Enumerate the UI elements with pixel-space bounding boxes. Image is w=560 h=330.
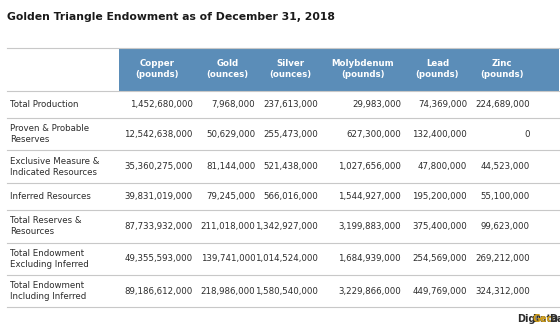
Text: 1,452,680,000: 1,452,680,000 — [130, 100, 193, 109]
Text: Molybdenum
(pounds): Molybdenum (pounds) — [332, 59, 394, 79]
Text: 7,968,000: 7,968,000 — [212, 100, 255, 109]
Text: 39,831,019,000: 39,831,019,000 — [124, 192, 193, 201]
Text: 195,200,000: 195,200,000 — [412, 192, 467, 201]
Text: 50,629,000: 50,629,000 — [206, 130, 255, 139]
Text: 132,400,000: 132,400,000 — [412, 130, 467, 139]
Text: Silver
(ounces): Silver (ounces) — [269, 59, 311, 79]
Text: 47,800,000: 47,800,000 — [418, 162, 467, 171]
Text: Data: Data — [532, 314, 558, 324]
Text: 79,245,000: 79,245,000 — [206, 192, 255, 201]
Text: 3,199,883,000: 3,199,883,000 — [338, 222, 401, 231]
Text: 139,741,000: 139,741,000 — [200, 254, 255, 263]
Text: 1,684,939,000: 1,684,939,000 — [338, 254, 401, 263]
Text: Zinc
(pounds): Zinc (pounds) — [480, 59, 524, 79]
Text: Golden Triangle Endowment as of December 31, 2018: Golden Triangle Endowment as of December… — [7, 12, 334, 21]
Text: Data: Data — [549, 314, 560, 324]
Text: 627,300,000: 627,300,000 — [346, 130, 401, 139]
Text: 375,400,000: 375,400,000 — [412, 222, 467, 231]
Text: 521,438,000: 521,438,000 — [263, 162, 318, 171]
Text: Copper
(pounds): Copper (pounds) — [136, 59, 179, 79]
Text: 12,542,638,000: 12,542,638,000 — [124, 130, 193, 139]
Text: Inferred Resources: Inferred Resources — [10, 192, 91, 201]
Text: 1,580,540,000: 1,580,540,000 — [255, 286, 318, 296]
Text: 35,360,275,000: 35,360,275,000 — [124, 162, 193, 171]
Text: Total Endowment
Including Inferred: Total Endowment Including Inferred — [10, 281, 86, 301]
Text: 89,186,612,000: 89,186,612,000 — [124, 286, 193, 296]
Text: 0: 0 — [524, 130, 530, 139]
Text: 1,014,524,000: 1,014,524,000 — [255, 254, 318, 263]
Text: 81,144,000: 81,144,000 — [206, 162, 255, 171]
Text: 324,312,000: 324,312,000 — [475, 286, 530, 296]
Text: Total Endowment
Excluding Inferred: Total Endowment Excluding Inferred — [10, 249, 89, 269]
Text: 566,016,000: 566,016,000 — [263, 192, 318, 201]
Text: 254,569,000: 254,569,000 — [412, 254, 467, 263]
Text: 218,986,000: 218,986,000 — [200, 286, 255, 296]
Text: 211,018,000: 211,018,000 — [200, 222, 255, 231]
Text: 449,769,000: 449,769,000 — [413, 286, 467, 296]
Text: 99,623,000: 99,623,000 — [480, 222, 530, 231]
Text: 49,355,593,000: 49,355,593,000 — [124, 254, 193, 263]
Text: Proven & Probable
Reserves: Proven & Probable Reserves — [10, 124, 89, 144]
Text: 269,212,000: 269,212,000 — [475, 254, 530, 263]
Text: 87,733,932,000: 87,733,932,000 — [124, 222, 193, 231]
Text: Total Production: Total Production — [10, 100, 78, 109]
Text: 55,100,000: 55,100,000 — [480, 192, 530, 201]
Text: 224,689,000: 224,689,000 — [475, 100, 530, 109]
Text: 1,027,656,000: 1,027,656,000 — [338, 162, 401, 171]
Text: 44,523,000: 44,523,000 — [480, 162, 530, 171]
Text: Total Reserves &
Resources: Total Reserves & Resources — [10, 216, 82, 236]
Text: 29,983,000: 29,983,000 — [352, 100, 401, 109]
Text: 1,342,927,000: 1,342,927,000 — [255, 222, 318, 231]
Text: 255,473,000: 255,473,000 — [263, 130, 318, 139]
Text: Digi: Digi — [517, 314, 539, 324]
Text: 1,544,927,000: 1,544,927,000 — [338, 192, 401, 201]
Text: Lead
(pounds): Lead (pounds) — [416, 59, 459, 79]
Text: 74,369,000: 74,369,000 — [418, 100, 467, 109]
Text: Exclusive Measure &
Indicated Resources: Exclusive Measure & Indicated Resources — [10, 157, 100, 177]
Text: 3,229,866,000: 3,229,866,000 — [338, 286, 401, 296]
Text: Gold
(ounces): Gold (ounces) — [206, 59, 249, 79]
Text: 237,613,000: 237,613,000 — [263, 100, 318, 109]
Text: Geo: Geo — [533, 314, 554, 324]
